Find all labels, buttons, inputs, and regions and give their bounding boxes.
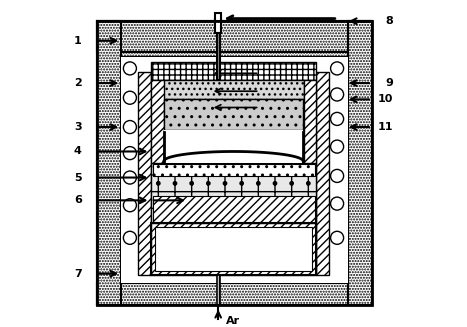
Bar [97, 21, 372, 52]
Bar [153, 196, 315, 222]
Circle shape [331, 88, 344, 101]
Circle shape [123, 146, 136, 160]
Text: Ar: Ar [226, 316, 241, 326]
Text: 7: 7 [74, 269, 82, 279]
Bar [217, 275, 220, 305]
Bar [164, 130, 303, 163]
Bar [316, 72, 329, 275]
Circle shape [123, 231, 136, 244]
Bar [97, 21, 372, 305]
Bar [97, 21, 121, 305]
Circle shape [331, 197, 344, 210]
Bar [163, 80, 304, 99]
Circle shape [123, 62, 136, 75]
Bar [164, 99, 303, 130]
Circle shape [123, 91, 136, 104]
Bar [215, 13, 221, 21]
Bar [151, 80, 316, 85]
Circle shape [123, 199, 136, 212]
Circle shape [331, 62, 344, 75]
Text: 9: 9 [385, 78, 393, 88]
Bar [138, 72, 151, 275]
Bar [217, 33, 220, 80]
Text: 10: 10 [378, 95, 393, 104]
Circle shape [331, 140, 344, 153]
Text: 1: 1 [74, 36, 82, 46]
Bar [151, 80, 164, 163]
Bar [151, 223, 316, 275]
Text: 6: 6 [74, 195, 82, 205]
Bar [304, 80, 316, 163]
Text: 11: 11 [378, 122, 393, 132]
Bar [97, 21, 372, 305]
Bar [151, 223, 316, 275]
Text: 4: 4 [74, 146, 82, 157]
Text: 2: 2 [74, 78, 82, 88]
Circle shape [331, 169, 344, 182]
Bar [155, 226, 313, 272]
Text: 5: 5 [74, 173, 82, 182]
Bar [156, 227, 312, 271]
Text: 3: 3 [74, 122, 82, 132]
Bar [153, 164, 315, 176]
Bar [151, 163, 316, 223]
Bar [97, 284, 372, 305]
Circle shape [331, 231, 344, 244]
Circle shape [123, 171, 136, 184]
Bar [215, 18, 221, 33]
Text: 8: 8 [385, 16, 393, 26]
Bar [121, 57, 347, 284]
Circle shape [331, 112, 344, 126]
Bar [151, 62, 316, 80]
Bar [121, 57, 347, 284]
Circle shape [123, 121, 136, 133]
Bar [347, 21, 372, 305]
